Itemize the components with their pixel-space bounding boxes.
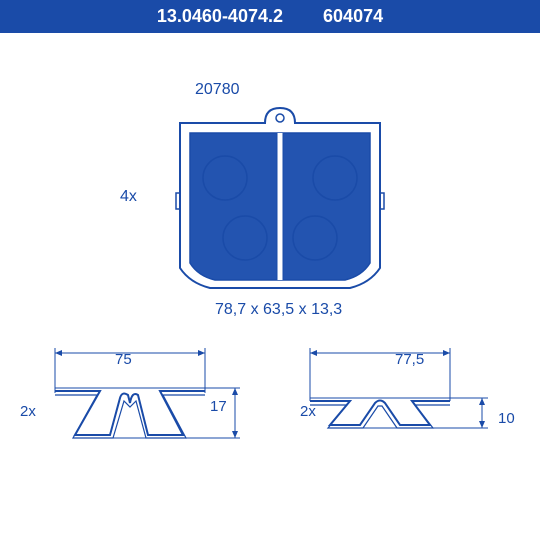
clip-left-drawing [40,343,250,453]
quantity-label: 4x [120,188,137,206]
header-bar: 13.0460-4074.2 604074 [0,0,540,33]
pad-dimensions: 78,7 x 63,5 x 13,3 [215,301,342,319]
clip-right-height: 10 [498,410,515,427]
clips-area: 2x 75 17 2x 77,5 10 [0,333,540,483]
part-number: 13.0460-4074.2 [157,6,283,26]
header-code: 604074 [323,6,383,26]
ref-label: 20780 [195,81,240,99]
clip-left-qty: 2x [20,403,36,420]
main-diagram-area: 20780 4x 78,7 x 63,5 x 13,3 [0,33,540,333]
clip-right-drawing [300,343,500,453]
brake-pad-drawing [170,98,390,298]
